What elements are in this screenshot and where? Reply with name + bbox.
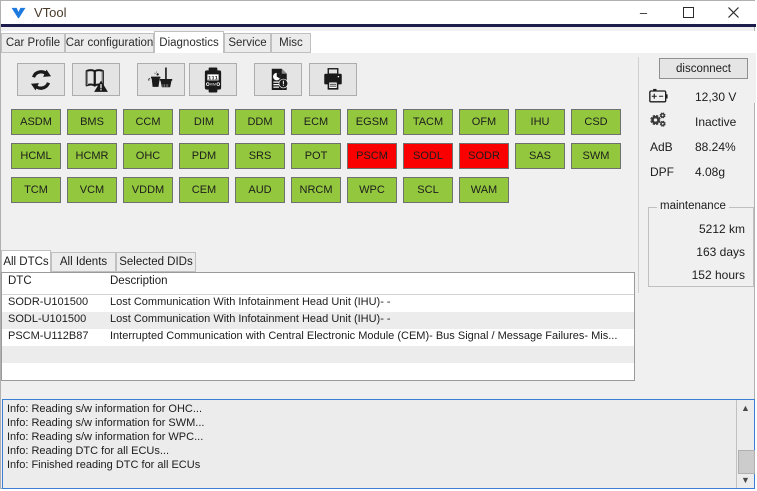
svg-text:K/M: K/M bbox=[210, 82, 216, 86]
svg-text:111: 111 bbox=[208, 74, 219, 81]
